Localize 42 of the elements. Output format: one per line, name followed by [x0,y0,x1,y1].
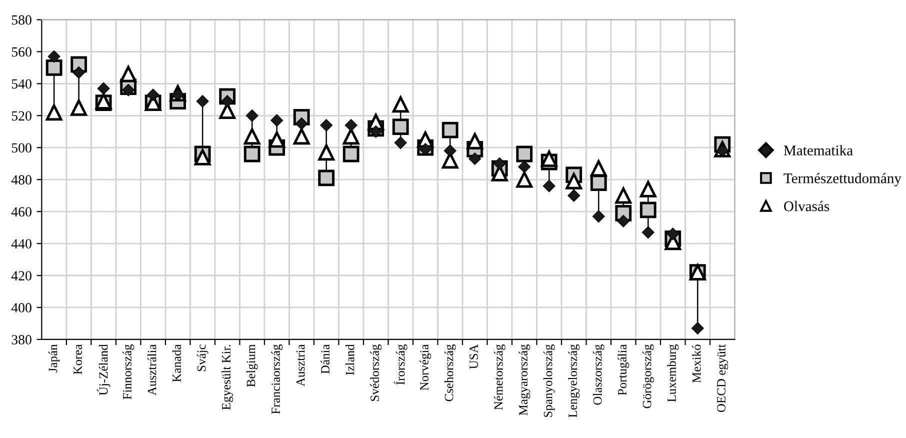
x-tick-label: Svédország [370,344,382,401]
x-tick-label: Belgium [246,344,258,387]
legend-label: Matematika [784,145,853,156]
y-tick-label: 500 [12,143,32,153]
x-tick-label: Korea [74,344,82,374]
y-tick-label: 460 [11,207,32,217]
legend-label: Természettudomány [784,172,902,186]
x-tick-label: OECD együtt [717,344,728,412]
y-tick-label: 520 [12,111,32,121]
x-tick-label: Egyesült Kir. [222,344,234,410]
x-tick-label: Csehország [444,344,456,402]
x-tick-label: Mexikó [692,344,701,383]
x-tick-label: Dánia [320,344,330,374]
x-tick-label: Ausztria [296,344,305,386]
y-tick-label: 440 [11,239,32,248]
x-tick-label: Svájc [196,344,208,372]
x-tick-label: Írország [394,344,408,385]
y-tick-label: 420 [11,271,32,280]
legend-label: Olvasás [784,200,830,212]
y-tick-label: 560 [12,47,32,57]
y-tick-label: 580 [12,15,32,25]
y-tick-label: 540 [12,79,32,89]
x-tick-label: Magyarország [518,344,530,416]
x-tick-label: Új-Zéland [96,344,110,396]
x-tick-label: Olaszország [592,344,604,405]
x-tick-label: Görögország [642,344,654,408]
x-tick-label: Ausztrália [147,344,156,396]
x-tick-label: Portugália [618,344,630,396]
x-tick-label: Japán [48,344,60,372]
x-tick-label: Németország [494,344,506,410]
x-tick-label: Franciaország [271,344,283,414]
x-tick-label: Luxemburg [667,344,679,402]
y-tick-label: 480 [11,175,32,185]
x-tick-label: USA [470,344,478,369]
x-tick-label: Spanyolország [543,344,555,417]
y-tick-label: 400 [11,303,32,312]
x-tick-label: Kanada [172,344,181,382]
x-tick-label: Norvégia [420,344,432,390]
x-tick-label: Lengyelország [568,344,580,418]
x-tick-label: Finnország [122,344,134,400]
y-tick-label: 380 [12,335,32,344]
x-tick-label: Izland [345,344,354,375]
